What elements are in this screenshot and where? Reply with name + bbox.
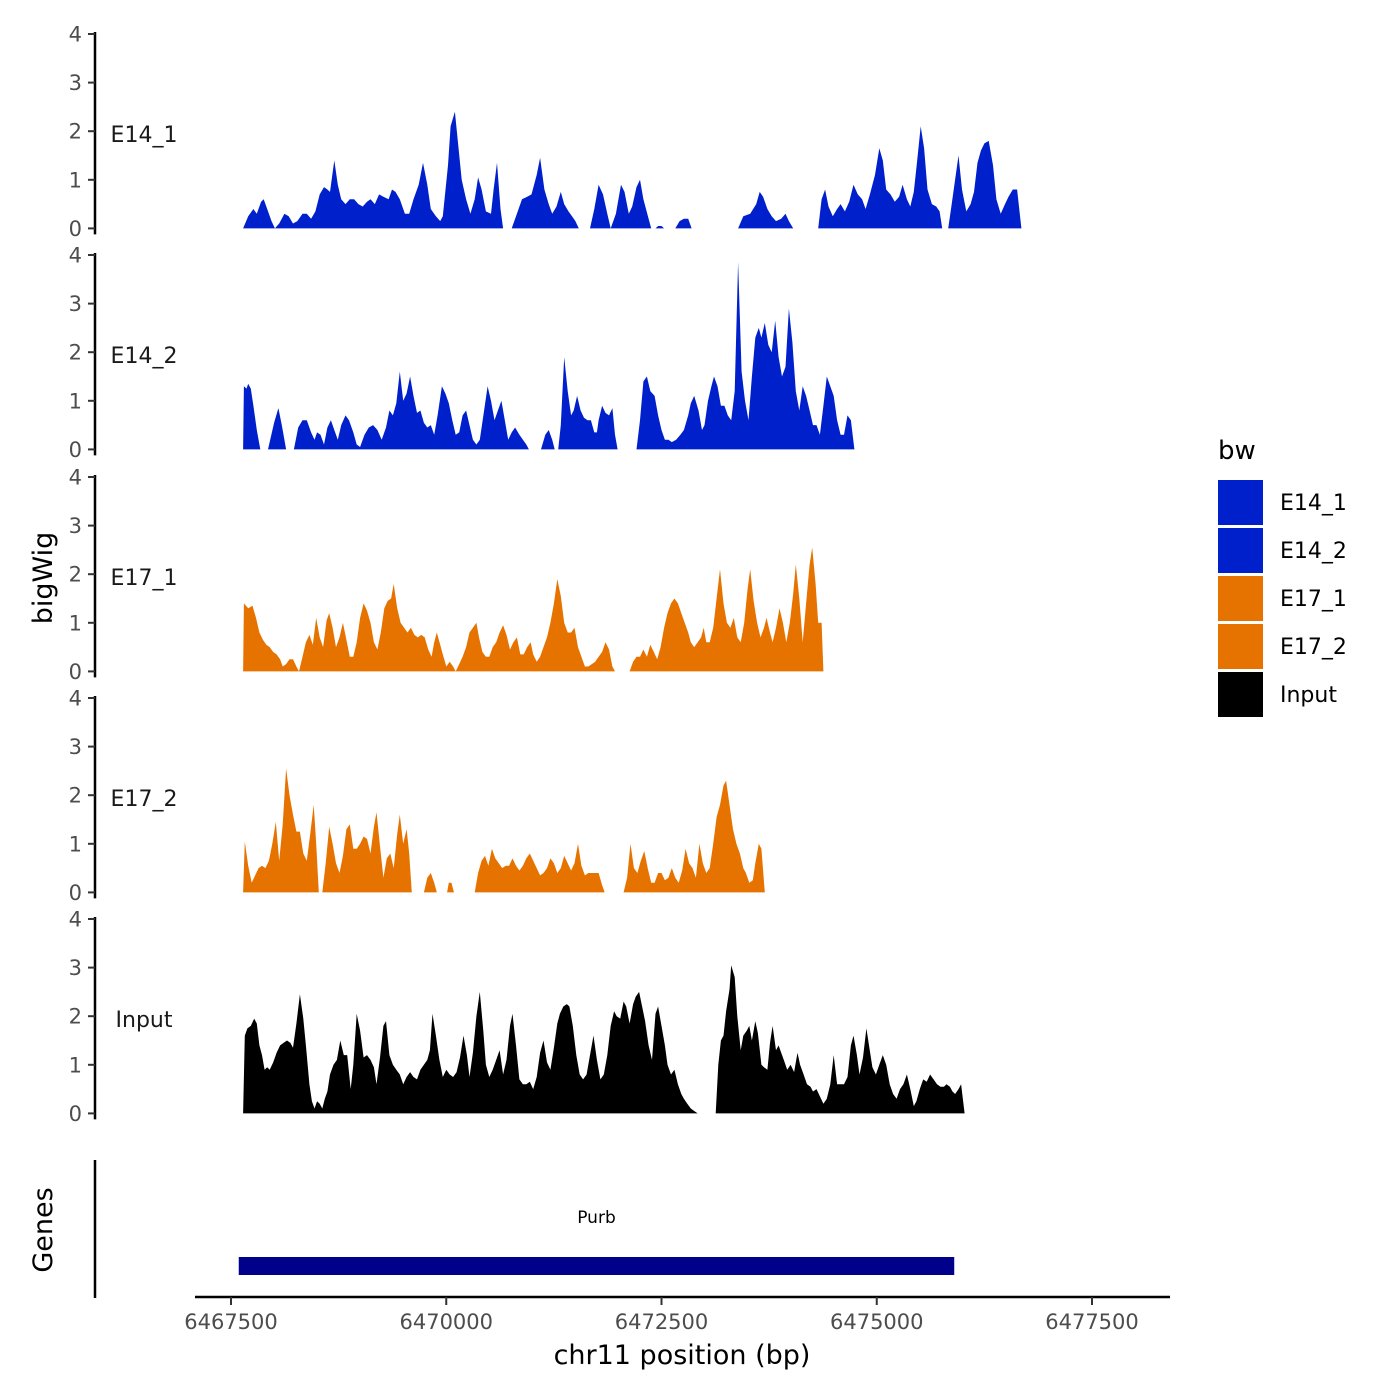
signal-area — [293, 371, 529, 450]
legend-label: E17_1 — [1280, 587, 1347, 612]
y-tick-label: 3 — [69, 956, 82, 980]
y-tick-label: 0 — [69, 438, 82, 462]
genes-track-title: Genes — [28, 1187, 59, 1272]
track-e17-2: 0 1 2 3 4 E17_2 — [69, 687, 765, 905]
signal-area — [948, 140, 1022, 229]
y-tick-label: 2 — [69, 341, 82, 365]
y-tick-label: 4 — [69, 908, 82, 932]
track-e14-1: 0 1 2 3 4 E14_1 — [69, 23, 1022, 241]
signal-area — [243, 579, 615, 672]
signal-area — [738, 191, 794, 229]
y-axis-title: bigWig — [28, 532, 59, 625]
track-e14-2: 0 1 2 3 4 E14_2 — [69, 244, 855, 462]
signal-area — [268, 408, 287, 450]
y-tick-label: 3 — [69, 514, 82, 538]
signal-tracks: 0 1 2 3 4 E14_1 0 1 2 3 4 E14_2 0 1 2 3 4 E17_1 0 1 2 3 4 E17_2… — [69, 23, 1022, 1126]
signal-area — [474, 843, 605, 893]
y-tick-label: 1 — [69, 611, 82, 635]
signal-area — [558, 357, 618, 450]
track-label: E14_2 — [111, 344, 178, 369]
x-axis: 6467500 6470000 6472500 6475000 6477500 — [184, 1295, 1170, 1334]
x-tick-label: 6472500 — [615, 1310, 709, 1334]
signal-area — [655, 226, 665, 229]
signal-area — [447, 882, 454, 893]
y-tick-label: 4 — [69, 687, 82, 711]
genes-track: Purb — [93, 1160, 955, 1298]
signal-area — [243, 991, 698, 1114]
x-tick-label: 6467500 — [184, 1310, 278, 1334]
y-tick-label: 4 — [69, 466, 82, 490]
legend-label: E17_2 — [1280, 635, 1347, 660]
legend-swatch — [1218, 480, 1263, 525]
signal-area — [423, 873, 437, 893]
y-tick-label: 3 — [69, 735, 82, 759]
y-tick-label: 1 — [69, 389, 82, 413]
signal-area — [511, 157, 579, 229]
x-axis-title: chr11 position (bp) — [554, 1340, 811, 1371]
legend-swatch — [1218, 624, 1263, 669]
x-tick-label: 6470000 — [399, 1310, 493, 1334]
signal-area — [818, 126, 943, 229]
legend-label: E14_1 — [1280, 491, 1347, 516]
x-tick-label: 6475000 — [830, 1310, 924, 1334]
legend-swatch — [1218, 672, 1263, 717]
y-tick-label: 3 — [69, 71, 82, 95]
y-tick-label: 0 — [69, 881, 82, 905]
legend-label: E14_2 — [1280, 539, 1347, 564]
y-tick-label: 0 — [69, 1102, 82, 1126]
signal-area — [243, 383, 261, 450]
legend-label: Input — [1280, 683, 1337, 708]
y-tick-label: 0 — [69, 217, 82, 241]
y-tick-label: 2 — [69, 120, 82, 144]
signal-area — [541, 430, 555, 450]
y-tick-label: 1 — [69, 1053, 82, 1077]
y-tick-label: 1 — [69, 168, 82, 192]
y-tick-label: 0 — [69, 660, 82, 684]
signal-area — [590, 179, 652, 229]
track-input: 0 1 2 3 4 Input — [69, 908, 965, 1126]
gene-label: Purb — [577, 1208, 616, 1228]
legend-title: bw — [1218, 436, 1256, 466]
y-tick-label: 3 — [69, 292, 82, 316]
signal-area — [623, 780, 765, 893]
signal-area — [322, 812, 412, 893]
signal-area — [629, 547, 824, 672]
y-tick-label: 2 — [69, 563, 82, 587]
y-tick-label: 4 — [69, 244, 82, 268]
legend: bw E14_1 E14_2 E17_1 E17_2 Input — [1218, 436, 1347, 717]
track-label: Input — [116, 1008, 173, 1033]
y-tick-label: 2 — [69, 1005, 82, 1029]
legend-swatch — [1218, 528, 1263, 573]
y-tick-label: 4 — [69, 23, 82, 47]
signal-area — [715, 965, 965, 1114]
gene-body — [238, 1257, 955, 1275]
track-label: E17_2 — [111, 787, 178, 812]
legend-swatch — [1218, 576, 1263, 621]
y-tick-label: 2 — [69, 784, 82, 808]
signal-area — [243, 111, 504, 229]
signal-area — [243, 768, 319, 893]
y-tick-label: 1 — [69, 832, 82, 856]
track-e17-1: 0 1 2 3 4 E17_1 — [69, 466, 824, 684]
track-label: E17_1 — [111, 566, 178, 591]
signal-area — [636, 262, 855, 450]
track-label: E14_1 — [111, 123, 178, 148]
signal-area — [675, 218, 692, 229]
x-tick-label: 6477500 — [1045, 1310, 1139, 1334]
